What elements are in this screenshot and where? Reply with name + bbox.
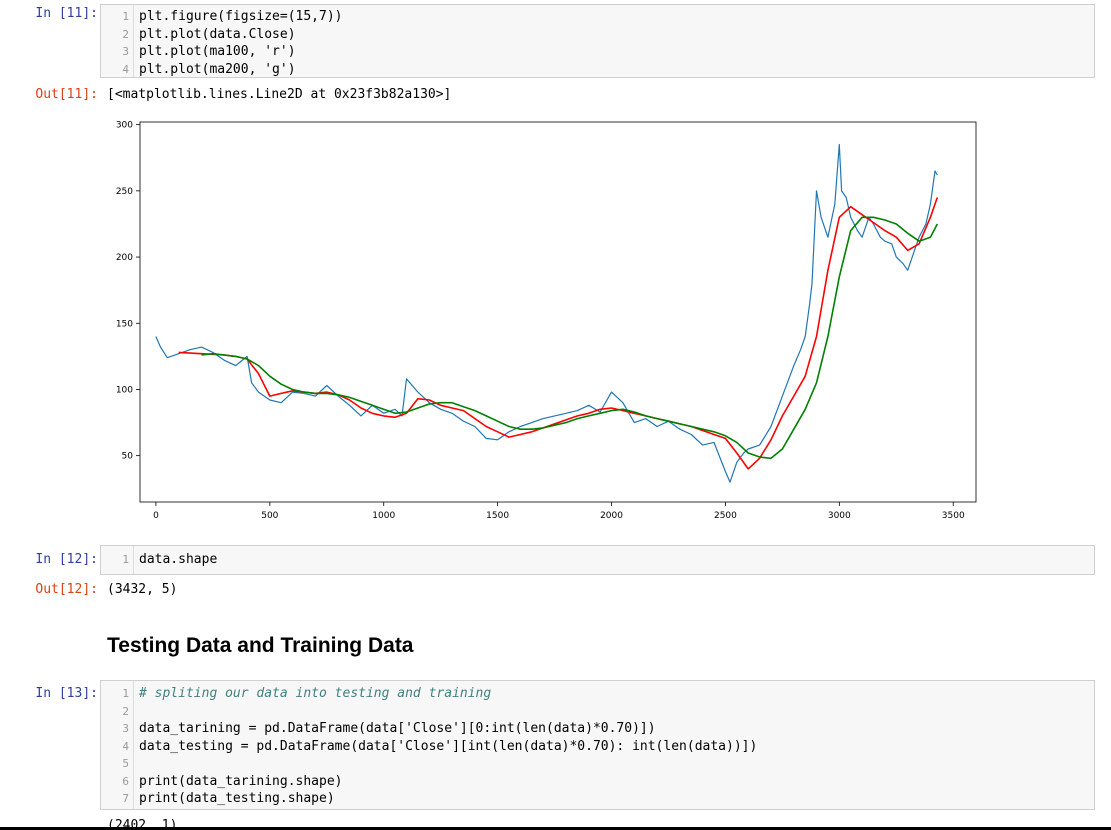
series-line-2 [201,216,939,460]
cell-output: (3432, 5) [107,582,178,597]
cell-in-prompt: In [11]: [35,6,98,21]
plot-area [139,121,977,503]
cell-output-partial: (2402, 1) [107,818,178,827]
code-text: data_tarining = pd.DataFrame(data['Close… [139,721,656,736]
line-number: 3 [122,722,129,735]
code-line[interactable]: 3 data_tarining = pd.DataFrame(data['Clos… [101,720,1094,738]
line-number: 2 [122,704,129,718]
cell-output: [<matplotlib.lines.Line2D at 0x23f3b82a1… [107,87,452,102]
x-tick-label: 2500 [714,511,737,521]
line-number-gutter [133,681,134,809]
code-line[interactable]: 7 print(data_testing.shape) [101,790,1094,808]
cell-in-prompt: In [12]: [35,552,98,567]
x-tick-label: 3000 [828,511,851,521]
line-number: 7 [122,792,129,805]
x-tick-label: 1500 [486,511,509,521]
cell-out-prompt: Out[12]: [35,582,98,597]
code-text: plt.plot(data.Close) [139,26,296,42]
code-line[interactable]: 6 print(data_tarining.shape) [101,773,1094,791]
y-tick-label: 250 [116,187,133,197]
line-number: 1 [122,687,129,700]
x-tick-label: 2000 [600,511,623,521]
y-tick-label: 100 [116,385,133,395]
code-text: print(data_testing.shape) [139,791,335,806]
code-text: plt.plot(ma200, 'g') [139,61,296,77]
line-number: 1 [122,10,129,23]
y-tick-label: 150 [116,319,133,329]
y-tick-label: 50 [122,452,134,462]
code-cell-12[interactable]: 1 data.shape [100,545,1095,575]
code-line[interactable]: 4 data_testing = pd.DataFrame(data['Close… [101,738,1094,756]
x-tick-label: 3500 [942,511,965,521]
line-number: 1 [122,553,129,566]
line-number-gutter [133,546,134,574]
cell-in-prompt: In [13]: [35,686,98,701]
code-line[interactable]: 1 # spliting our data into testing and tr… [101,685,1094,703]
x-tick-label: 1000 [372,511,395,521]
code-cell-13[interactable]: 1 # spliting our data into testing and tr… [100,680,1095,810]
code-comment: # spliting our data into testing and tra… [139,686,492,701]
code-text: plt.plot(ma100, 'r') [139,44,296,59]
line-chart: 0 500 1000 1500 2000 2500 3000 3500 50 100 150 200… [116,121,977,521]
line-number: 6 [122,774,129,788]
cell-out-prompt: Out[11]: [35,87,98,102]
code-line[interactable]: 3 plt.plot(ma100, 'r') [101,43,1094,61]
code-line[interactable]: 5 [101,755,1094,773]
code-text: data_testing = pd.DataFrame(data['Close'… [139,738,758,754]
y-tick-label: 200 [116,253,133,263]
bottom-border [0,827,1111,830]
x-tick-label: 0 [153,511,159,521]
code-text: print(data_tarining.shape) [139,773,343,789]
code-line[interactable]: 2 plt.plot(data.Close) [101,26,1094,44]
y-tick-label: 300 [116,121,133,131]
code-line[interactable]: 1 data.shape [101,551,1094,569]
x-tick-label: 500 [261,511,278,521]
code-line[interactable]: 4 plt.plot(ma200, 'g') [101,61,1094,79]
line-number: 4 [122,739,129,753]
series-line-1 [178,197,939,470]
line-number: 4 [122,62,129,76]
line-number-gutter [133,5,134,77]
markdown-heading: Testing Data and Training Data [107,634,414,657]
code-text: plt.figure(figsize=(15,7)) [139,9,343,24]
code-text: data.shape [139,552,218,567]
code-line[interactable]: 1 plt.figure(figsize=(15,7)) [101,8,1094,26]
line-number: 3 [122,45,129,58]
line-number: 5 [122,757,129,770]
line-number: 2 [122,27,129,41]
code-cell-11[interactable]: 1 plt.figure(figsize=(15,7)) 2 plt.plot(da… [100,4,1095,78]
code-line[interactable]: 2 [101,703,1094,721]
